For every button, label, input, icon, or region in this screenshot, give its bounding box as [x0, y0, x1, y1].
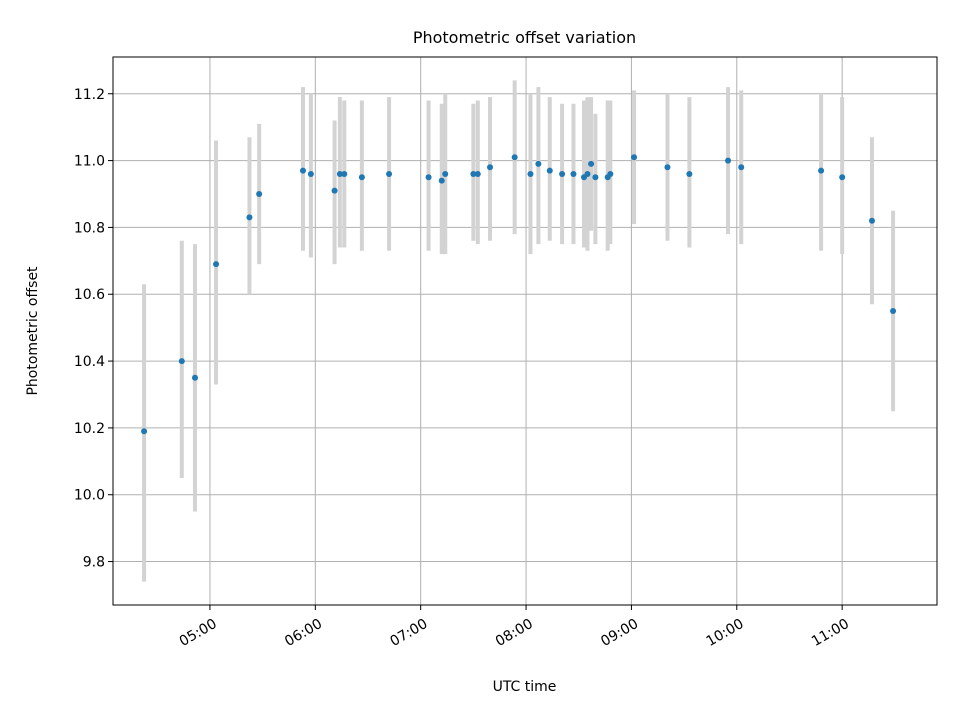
- data-point: [487, 164, 494, 171]
- data-point: [331, 187, 338, 194]
- data-point: [535, 160, 542, 167]
- data-point: [818, 167, 825, 174]
- data-point: [592, 174, 599, 181]
- data-point: [191, 374, 198, 381]
- data-point: [607, 170, 614, 177]
- y-tick-label: 11.2: [74, 87, 105, 103]
- data-point: [358, 174, 365, 181]
- data-point: [738, 164, 745, 171]
- data-point: [141, 428, 148, 435]
- data-point: [839, 174, 846, 181]
- data-point: [664, 164, 671, 171]
- data-point: [631, 154, 638, 161]
- data-point: [336, 170, 343, 177]
- grid: [113, 57, 937, 605]
- y-axis-ticks: 9.8 10.0 10.2 10.4 10.6 10.8 11.0 11.2: [74, 87, 113, 571]
- data-point: [470, 170, 477, 177]
- data-point: [213, 261, 220, 268]
- y-tick-label: 10.6: [74, 287, 105, 303]
- y-tick-label: 10.8: [74, 220, 105, 236]
- chart-title: Photometric offset variation: [413, 28, 636, 47]
- data-point: [442, 170, 449, 177]
- y-axis-label: Photometric offset: [25, 266, 41, 396]
- y-tick-label: 10.2: [74, 421, 105, 437]
- data-point: [527, 170, 534, 177]
- data-point: [438, 177, 445, 184]
- y-tick-label: 10.4: [74, 354, 105, 370]
- data-point: [299, 167, 306, 174]
- y-tick-label: 9.8: [83, 555, 105, 571]
- data-point: [178, 358, 185, 365]
- data-point: [570, 170, 577, 177]
- data-point: [246, 214, 253, 221]
- data-point: [256, 191, 263, 197]
- data-point: [546, 167, 553, 174]
- data-point: [588, 160, 595, 167]
- data-point: [890, 307, 897, 314]
- data-point: [511, 154, 518, 161]
- data-point: [341, 170, 348, 177]
- data-point: [474, 170, 481, 177]
- data-point: [425, 174, 432, 181]
- data-point: [559, 170, 566, 177]
- data-point: [386, 170, 393, 177]
- data-point: [725, 157, 732, 164]
- y-tick-label: 10.0: [74, 488, 105, 504]
- data-points: [141, 154, 897, 435]
- x-axis-label: UTC time: [493, 679, 557, 695]
- data-point: [307, 170, 314, 177]
- y-tick-label: 11.0: [74, 154, 105, 170]
- data-point: [686, 170, 693, 177]
- axes-frame: [112, 56, 938, 606]
- data-point: [868, 217, 875, 224]
- data-point: [584, 170, 591, 177]
